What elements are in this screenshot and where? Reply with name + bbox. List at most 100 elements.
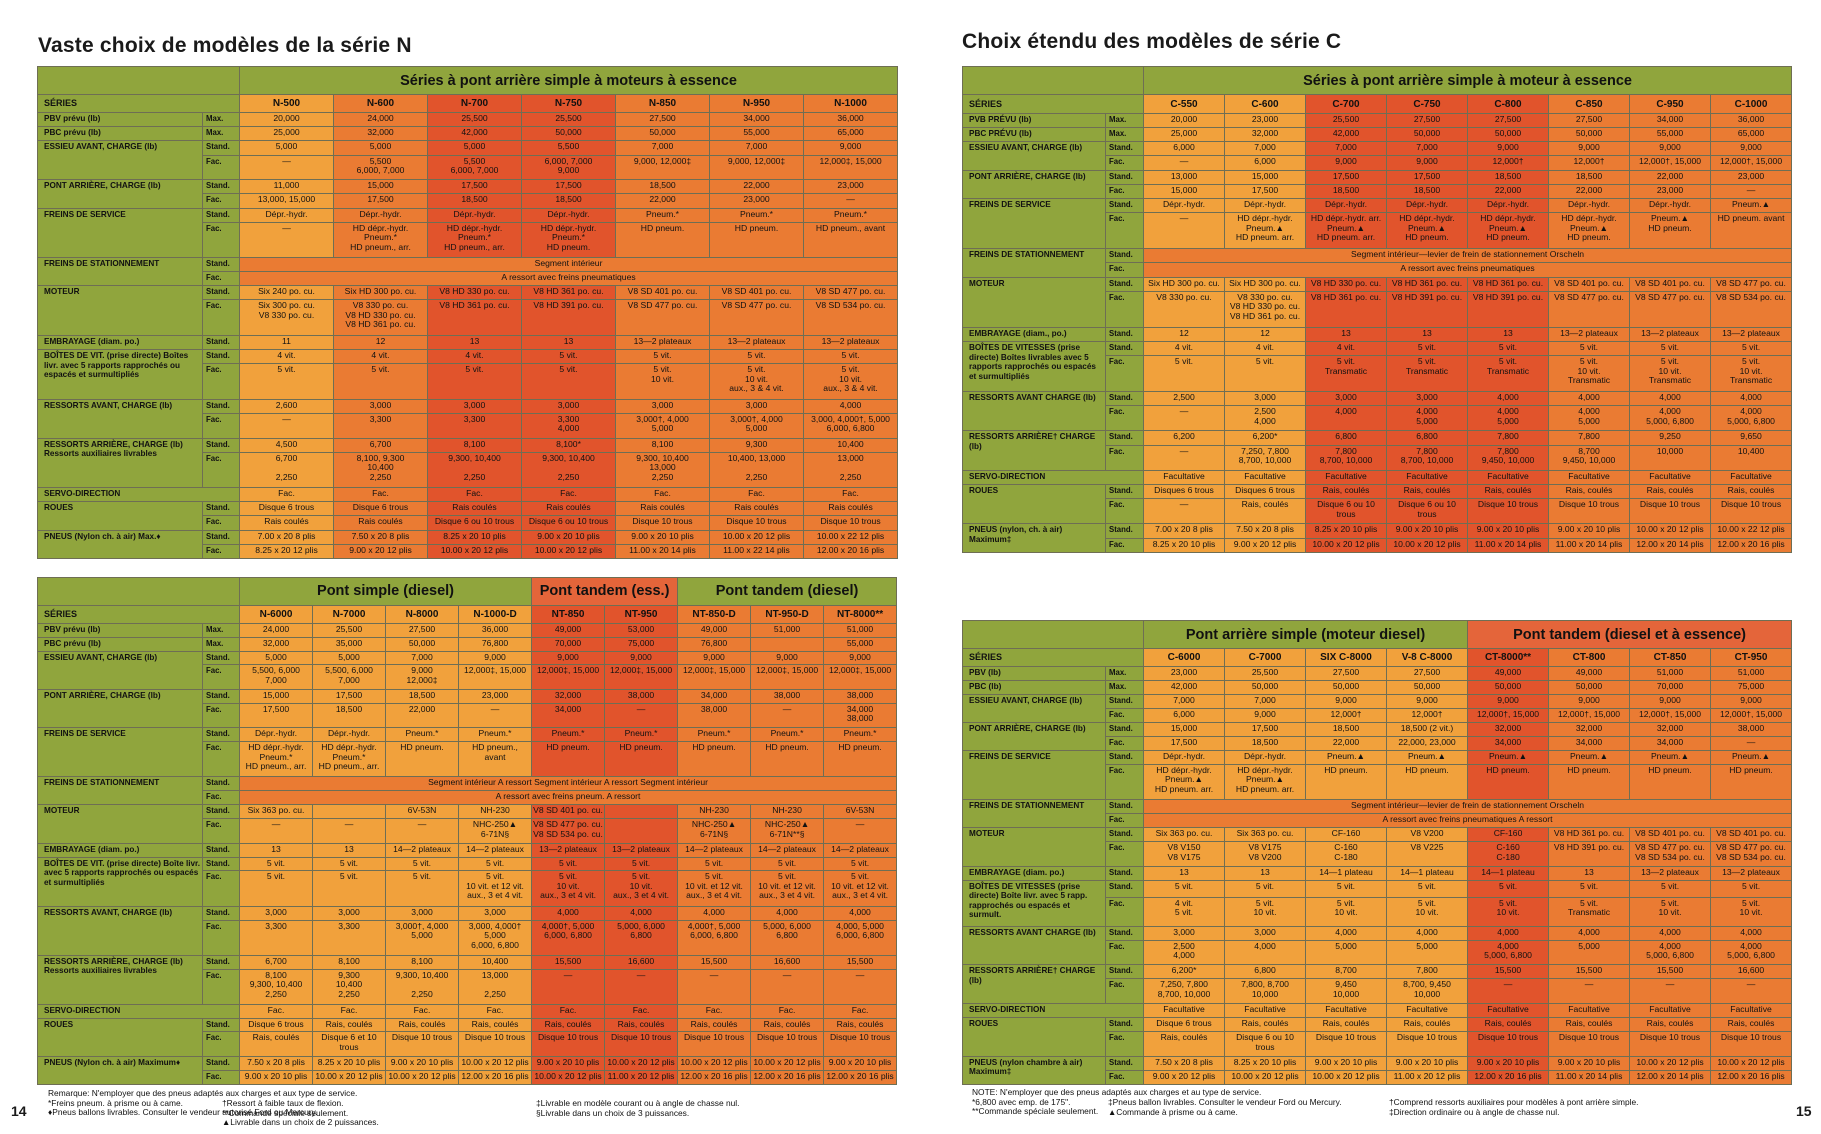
spec-cell: Fac. [677,1003,752,1019]
spec-cell: 13 [312,842,386,858]
row-sublabel: Stand. [202,349,240,365]
row-sublabel: Stand. [1105,799,1144,815]
row-label: PBV (lb) [962,665,1106,681]
table-row: SERVO-DIRECTION Facultative Facultative Fac… [962,1003,1793,1019]
spec-cell: 5,000 [239,140,334,156]
spec-cell: HD dépr.-hydr. Pneum.▲ HD pneum. arr. [1143,763,1225,801]
spec-cell: V8 HD 391 po. cu. [1386,290,1468,328]
row-sublabel: Max. [202,636,240,652]
spec-cell: 34,000 [1548,735,1631,751]
spec-cell: 5 vit. [677,856,752,872]
table-row: EMBRAYAGE (diam. po.) Stand. 13 13 14—1 plat… [962,865,1793,881]
model-header: CT-800 [1548,648,1631,667]
spec-cell: 18,500 [312,702,386,729]
model-header: N-8000 [385,604,459,624]
spanning-cell: Segment intérieur [238,257,899,273]
spec-cell: 10,400, 13,000 2,250 [709,451,804,489]
spec-cell: 13,000 [1143,169,1225,185]
spec-cell: 9,000, 12,000‡ [709,154,804,181]
spec-cell: NHC-250▲ 6-71N§ [677,818,752,844]
spec-cell: HD pneum. [1385,763,1469,801]
table-row: Fac. 17,500 18,500 22,000 22,000, 23,000 34,0… [963,735,1793,751]
spec-cell: 13—2 plateaux [604,842,679,858]
spec-cell: 4 vit. [1305,341,1387,357]
spec-cell: 42,000 [1143,679,1225,695]
spec-cell: 5 vit. 10 vit. Transmatic [1709,355,1793,393]
spec-cell: 49,000 [1467,665,1550,681]
spec-cell: 4,000, 5,000 6,000, 6,800 [823,919,898,956]
spec-cell: 12,000‡, 15,000 [457,664,533,690]
spec-cell: Disque 6 trous [239,1017,313,1033]
row-label: PBV prévu (lb) [37,112,203,128]
spec-cell: 5 vit. [709,349,804,365]
row-label: RESSORTS AVANT, CHARGE (lb) [37,398,203,439]
spec-cell: 32,000 [239,636,313,652]
row-label: FREINS DE STATIONNEMENT [37,257,203,287]
spec-cell: Disque 6 ou 10 trous [1224,1031,1306,1057]
spec-cell: Rais, coulés [1305,1017,1387,1033]
spec-cell: 12.00 x 20 16 plis [677,1069,752,1086]
spec-cell: 23,000 [1224,112,1306,128]
spec-cell: 5 vit. 10 vit. [1710,896,1793,927]
spec-cell: Pneum.▲ [1305,749,1387,765]
model-header: CT-850 [1629,648,1712,667]
spec-cell: 38,000 [604,688,679,704]
spec-cell: 10.00 x 20 12 plis [385,1069,459,1086]
spec-cell: Fac. [239,487,334,503]
spec-cell: 2,500 4,000 [1224,405,1306,432]
spec-cell: 9,300 [709,437,804,453]
model-header: C-750 [1386,94,1468,114]
row-sublabel: Stand. [1105,1017,1144,1033]
table-row: FREINS DE STATIONNEMENT Stand. Segment int… [962,799,1793,829]
spec-cell: 18,500 (2 vit.) [1385,721,1469,737]
spec-cell: V8 SD 534 po. cu. [802,299,899,336]
table-banner: Séries à pont arrière simple à moteur à … [1142,65,1793,96]
row-label: MOTEUR [962,827,1106,867]
row-sublabel: Fac. [202,1069,240,1086]
spec-cell: HD pneum. avant [1709,212,1793,250]
table-row: Fac. — — — NHC-250▲ 6-71N§ V8 SD 477 po. cu. … [38,818,898,844]
spec-cell: 9,300, 10,400 2,250 [427,451,522,489]
table-row: RESSORTS AVANT CHARGE (lb) Stand. 3,000 3,0… [962,925,1793,966]
spec-cell: 16,600 [1710,964,1793,980]
spec-cell: Dépr.-hydr. [1224,198,1306,214]
spec-cell: 17,500 [1143,735,1225,751]
spec-cell: HD pneum. [1305,763,1387,801]
spec-cell: 25,000 [1143,126,1225,143]
spec-cell: 22,000 [1467,183,1549,200]
spec-cell: Rais, coulés [312,1017,386,1033]
row-sublabel: Fac. [202,1031,240,1057]
spec-cell: 9,000 [1467,693,1550,709]
spec-cell: — [239,154,334,181]
table-row: Fac. 5 vit. 5 vit. 5 vit. 5 vit. 5 vit. 10 vi… [38,363,899,400]
spec-cell: 36,000 [1709,112,1793,128]
spec-cell: 14—2 plateaux [385,842,459,858]
row-label: FREINS DE SERVICE [37,727,203,778]
spec-cell: — [1709,183,1793,200]
spec-cell: 18,500 [615,179,710,195]
row-label: SERVO-DIRECTION [962,1003,1144,1019]
table-row: RESSORTS AVANT, CHARGE (lb) Stand. 2,600 3,… [37,398,899,439]
spec-cell: 11 [239,334,334,351]
table-row: BOÎTES DE VITESSES (prise directe) Boîte… [962,879,1793,927]
spec-cell: V8 HD 361 po. cu. [1305,290,1387,328]
row-label: FREINS DE SERVICE [962,749,1106,801]
spec-cell: 5 vit. [1709,341,1793,357]
table-row: BOÎTES DE VITESSES (prise directe) Boîte… [962,341,1793,393]
spec-cell: 13—2 plateaux [1629,326,1711,343]
spanning-cell: Segment intérieur—levier de frein de sta… [1142,799,1793,815]
spec-cell: HD dépr.-hydr. Pneum.* HD pneum., arr. [312,741,386,778]
spec-cell: 3,000 [521,398,616,414]
spec-cell: 5 vit. 10 vit. aux., 3 et 4 vit. [604,870,679,907]
spec-cell: Facultative [1629,469,1711,486]
spec-cell: 25,500 [521,112,616,128]
spec-cell: 12,000†, 15,000 [1629,707,1712,723]
spec-cell: 7.50 x 20 8 plis [1224,523,1306,539]
spec-cell: Six HD 300 po. cu. [333,285,428,301]
spec-cell: Disque 10 trous [1467,498,1549,525]
spec-cell: — [677,968,752,1005]
spec-cell: Six HD 300 po. cu. [1143,276,1225,292]
spec-cell: 13—2 plateaux [709,334,804,351]
spec-cell: 9,300, 10,400 2,250 [385,968,459,1005]
spec-cell: Fac. [333,487,428,503]
